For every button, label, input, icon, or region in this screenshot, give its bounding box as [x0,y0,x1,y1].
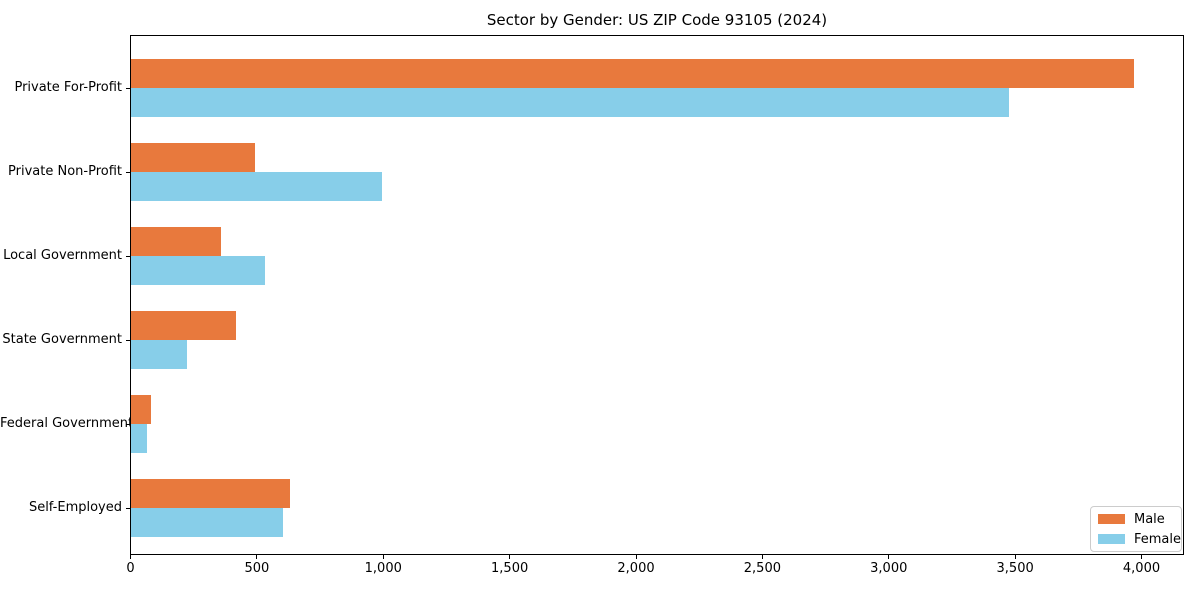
x-tick-mark [1141,555,1143,559]
y-tick-mark [126,340,130,341]
y-tick-label-local-government: Local Government [3,248,122,263]
bar-male-private-for-profit [131,59,1135,88]
x-tick-label: 2,000 [617,561,655,576]
bar-female-self-employed [131,508,283,537]
male-swatch-icon [1098,514,1125,524]
x-tick-mark [256,555,258,559]
y-tick-label-private-for-profit: Private For-Profit [14,80,122,95]
bar-female-federal-government [131,424,148,453]
x-tick-label: 4,000 [1122,561,1161,576]
female-swatch-icon [1098,534,1125,544]
x-tick-mark [130,555,131,559]
x-tick-mark [888,555,890,559]
y-tick-mark [126,172,130,173]
x-tick-mark [761,555,763,559]
bar-male-federal-government [131,395,152,424]
bar-female-private-non-profit [131,172,383,201]
y-tick-label-state-government: State Government [2,332,122,347]
x-tick-mark [382,555,384,559]
legend-entry-male: Male [1098,512,1174,527]
bar-female-local-government [131,256,265,285]
bar-male-state-government [131,311,236,340]
legend-label-female: Female [1134,531,1182,547]
y-tick-label-private-non-profit: Private Non-Profit [8,164,122,179]
bar-female-private-for-profit [131,88,1010,117]
x-tick-label: 1,000 [364,561,402,576]
chart-title: Sector by Gender: US ZIP Code 93105 (202… [486,11,828,29]
y-tick-label-self-employed: Self-Employed [28,500,122,515]
x-tick-label: 500 [244,561,270,576]
x-tick-mark [1014,555,1016,559]
x-tick-label: 0 [126,561,135,576]
x-tick-label: 2,500 [743,561,781,576]
bar-male-local-government [131,227,221,256]
legend-label-male: Male [1134,511,1165,527]
y-tick-mark [126,424,130,425]
y-tick-label-federal-government: Federal Government [0,416,134,431]
y-tick-mark [126,256,130,257]
x-tick-label: 3,500 [996,561,1034,576]
bar-male-self-employed [131,479,291,508]
x-tick-mark [509,555,511,559]
legend: Male Female [1090,506,1182,552]
bar-male-private-non-profit [131,143,255,172]
legend-entry-female: Female [1098,532,1181,547]
x-tick-label: 1,500 [491,561,529,576]
y-tick-mark [126,88,130,89]
x-tick-mark [635,555,637,559]
bar-female-state-government [131,340,187,369]
y-tick-mark [126,508,130,509]
x-tick-label: 3,000 [870,561,908,576]
